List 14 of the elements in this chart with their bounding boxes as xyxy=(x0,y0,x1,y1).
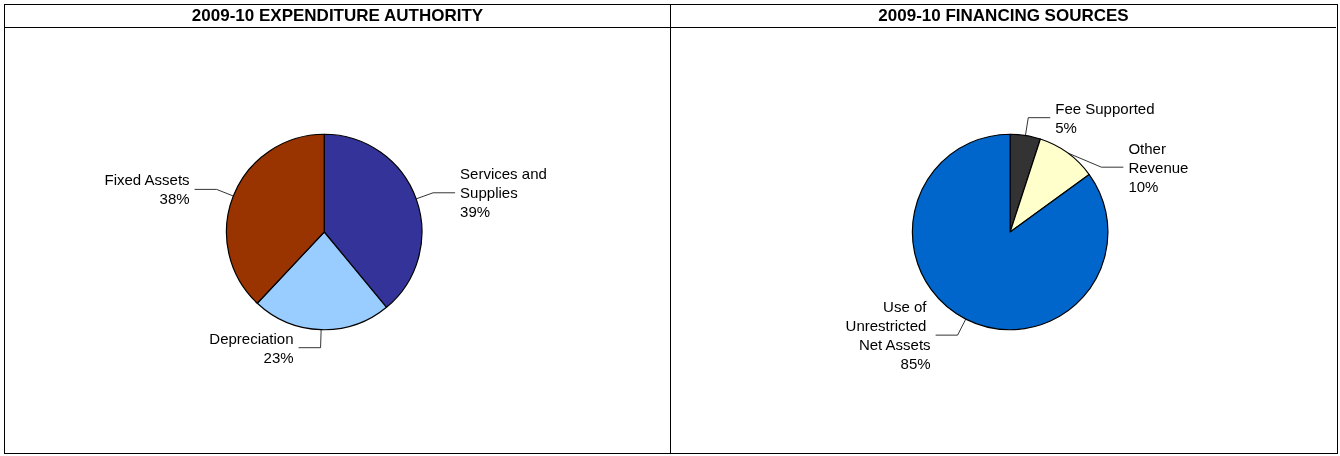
slice-label: Services and Supplies xyxy=(460,165,551,202)
slice-label: Use of Unrestricted Net Assets xyxy=(845,298,931,354)
data-label: 5% xyxy=(1055,118,1077,136)
slice-label: Depreciation xyxy=(209,329,294,347)
data-label: 23% xyxy=(263,348,294,366)
chart-title: 2009-10 EXPENDITURE AUTHORITY xyxy=(5,5,670,28)
slice-label: Fixed Assets xyxy=(104,171,190,189)
slice-label: Other Revenue xyxy=(1128,139,1189,176)
chart-title: 2009-10 FINANCING SOURCES xyxy=(671,5,1336,28)
data-label: 39% xyxy=(460,203,491,221)
data-label: 10% xyxy=(1128,177,1159,195)
data-label: 38% xyxy=(159,190,190,208)
data-label: 85% xyxy=(900,355,931,373)
slice-label: Fee Supported xyxy=(1055,99,1155,117)
